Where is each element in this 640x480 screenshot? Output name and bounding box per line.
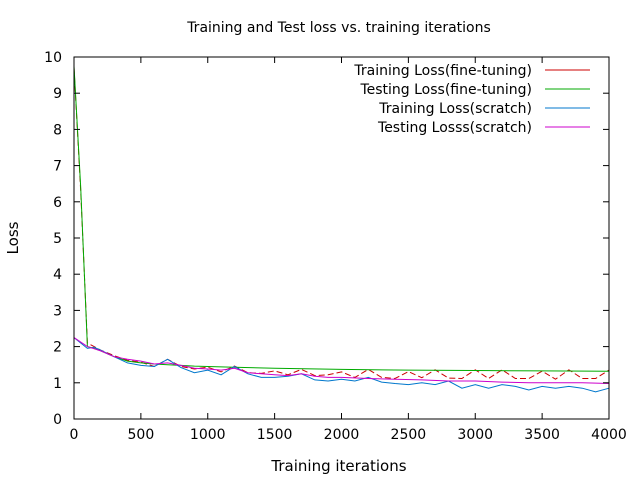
x-tick-label: 2500 [391, 427, 427, 443]
y-axis-label: Loss [4, 221, 22, 254]
y-tick-label: 5 [53, 231, 62, 247]
x-axis-label: Training iterations [270, 457, 406, 475]
y-tick-label: 4 [53, 267, 62, 283]
x-tick-label: 0 [70, 427, 79, 443]
legend-entry-label: Testing Losss(scratch) [377, 120, 532, 136]
legend-entry-label: Testing Loss(fine-tuning) [359, 82, 532, 98]
y-tick-label: 3 [53, 303, 62, 319]
x-tick-label: 1500 [257, 427, 293, 443]
y-tick-label: 10 [44, 50, 62, 66]
y-tick-label: 9 [53, 86, 62, 102]
x-tick-label: 1000 [190, 427, 226, 443]
series-line-0 [73, 67, 610, 380]
y-tick-label: 2 [53, 340, 62, 356]
series-line-3 [73, 337, 610, 384]
x-tick-label: 500 [128, 427, 155, 443]
legend-entry-label: Training Loss(scratch) [378, 101, 532, 117]
x-tick-label: 3500 [524, 427, 560, 443]
y-tick-label: 6 [53, 195, 62, 211]
series-layer [73, 66, 610, 393]
y-tick-label: 0 [53, 412, 62, 428]
y-tick-label: 8 [53, 122, 62, 138]
chart-title: Training and Test loss vs. training iter… [186, 20, 491, 36]
y-tick-label: 1 [53, 376, 62, 392]
legend: Training Loss(fine-tuning) Testing Loss(f… [353, 63, 590, 136]
x-tick-label: 3000 [457, 427, 493, 443]
x-tick-label: 4000 [591, 427, 627, 443]
ticks-layer: 0 500 1000 1500 2000 2500 3000 3500 4000 0 1 2 3 4 5 6 7… [44, 50, 627, 443]
legend-entry-label: Training Loss(fine-tuning) [353, 63, 532, 79]
y-tick-label: 7 [53, 159, 62, 175]
series-line-2 [73, 337, 610, 393]
x-tick-label: 2000 [324, 427, 360, 443]
